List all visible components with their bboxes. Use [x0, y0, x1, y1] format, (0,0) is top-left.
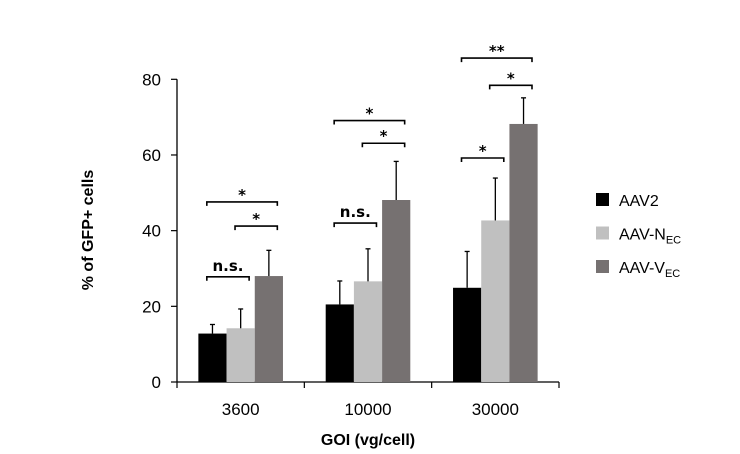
y-axis-label: % of GFP+ cells [80, 170, 97, 291]
bar [453, 287, 482, 382]
legend-label-main: AAV-N [619, 227, 666, 244]
legend-label-main: AAV-V [619, 260, 665, 277]
bar [226, 328, 255, 382]
significance-label: * [507, 69, 515, 87]
significance-bracket [333, 222, 378, 228]
axes: 0 20 40 60 80 3600 10000 30000 [142, 70, 560, 419]
significance-bracket [460, 57, 533, 63]
significance-label: * [238, 186, 246, 204]
significance-label: * [252, 210, 260, 228]
significance-label: * [479, 142, 487, 160]
legend-swatch [596, 226, 609, 240]
x-tick-label: 10000 [344, 400, 391, 419]
y-tick-label: 0 [152, 373, 161, 392]
bar [198, 333, 227, 382]
legend-label-main: AAV2 [619, 193, 659, 210]
significance-bracket [460, 157, 505, 163]
significance-bracket [234, 225, 279, 231]
significance-label: * [380, 127, 388, 145]
legend-label-subscript: EC [666, 235, 681, 247]
legend-label-subscript: EC [665, 268, 680, 280]
y-tick-label: 60 [142, 146, 161, 165]
significance-bracket [488, 84, 533, 90]
significance-bracket [361, 142, 406, 148]
x-tick-label: 3600 [222, 400, 260, 419]
significance-bracket [206, 276, 250, 281]
y-tick-label: 20 [142, 297, 161, 316]
x-tick-label: 30000 [472, 400, 519, 419]
bar [254, 276, 283, 382]
y-tick-label: 40 [142, 222, 161, 241]
bar [353, 281, 383, 382]
bars [198, 97, 538, 383]
legend-swatch [596, 193, 609, 206]
x-axis-label: GOI (vg/cell) [321, 432, 415, 449]
significance-label: n.s. [212, 257, 243, 275]
bar [325, 304, 354, 382]
legend-label: AAV2 [619, 193, 659, 210]
bar [509, 123, 538, 383]
legend-label: AAV-VEC [619, 260, 680, 280]
bar [481, 220, 510, 382]
significance-label: ** [489, 42, 505, 60]
legend-label: AAV-NEC [619, 227, 681, 247]
significance-bracket [333, 119, 406, 125]
significance-label: n.s. [340, 203, 371, 221]
legend-swatch [596, 260, 609, 273]
bar [382, 200, 411, 382]
significance-label: * [365, 105, 373, 123]
y-tick-label: 80 [142, 70, 161, 89]
significance-annotations: n.s.** n.s.****** [206, 42, 533, 281]
significance-bracket [206, 201, 279, 206]
